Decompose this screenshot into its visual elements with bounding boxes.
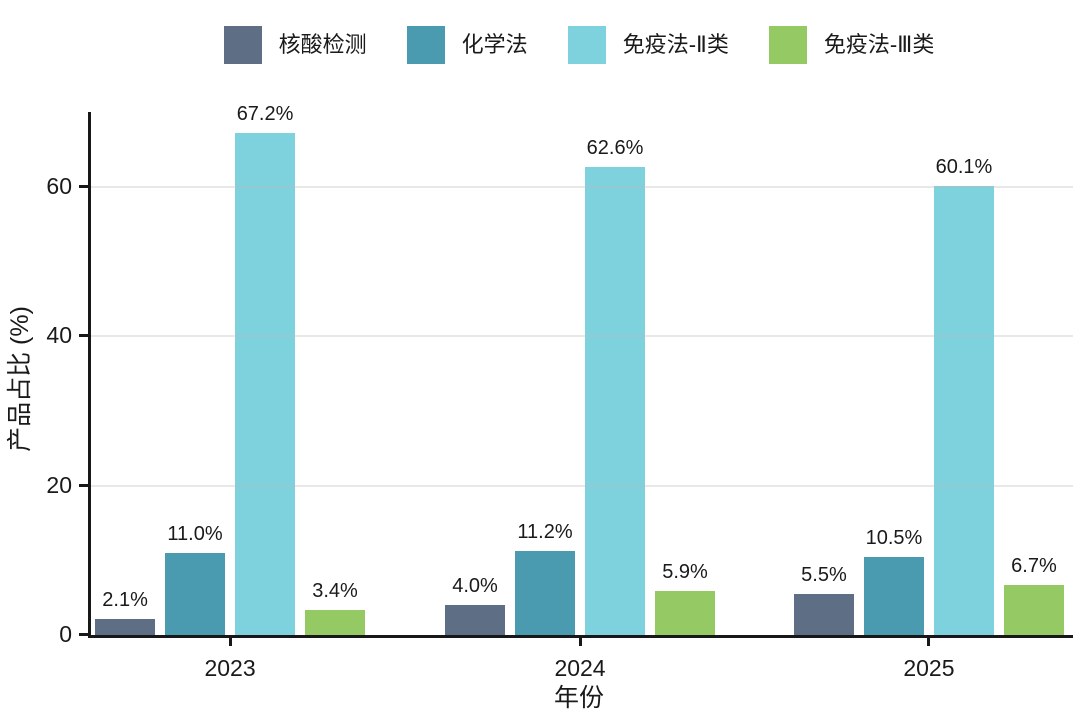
bar [1003, 584, 1064, 635]
bar-value-label: 6.7% [1011, 554, 1057, 577]
x-tick-label: 2023 [204, 655, 256, 681]
bar-value-label: 2.1% [102, 589, 148, 612]
bar [793, 593, 854, 635]
legend-swatch [223, 26, 262, 64]
y-tick-label: 0 [59, 621, 72, 647]
bar [95, 619, 156, 635]
bar [305, 609, 366, 635]
legend-swatch [406, 26, 445, 64]
gridline [91, 484, 1073, 487]
legend-item-label: 核酸检测 [278, 32, 367, 57]
legend-item: 免疫法-Ⅲ类 [768, 26, 935, 64]
legend-swatch [768, 26, 807, 64]
y-axis-title: 产品占比 (%) [6, 306, 34, 452]
y-tick [79, 633, 88, 636]
x-tick-label: 2025 [903, 655, 955, 681]
legend-item: 核酸检测 [223, 26, 367, 64]
bar-value-label: 4.0% [452, 575, 498, 598]
bar-value-label: 62.6% [586, 137, 644, 160]
bar-value-label: 67.2% [236, 102, 294, 125]
bar [585, 167, 646, 635]
y-tick-label: 40 [46, 322, 72, 349]
x-axis-title: 年份 [553, 684, 604, 712]
x-tick [578, 638, 582, 646]
legend-item-label: 免疫法-Ⅱ类 [622, 32, 729, 57]
legend: 核酸检测 化学法 免疫法-Ⅱ类 免疫法-Ⅲ类 [88, 22, 1070, 68]
y-tick [79, 334, 88, 338]
bar [863, 556, 924, 635]
legend-item: 化学法 [406, 26, 528, 64]
gridline [91, 185, 1073, 188]
bar [515, 551, 576, 635]
bar-value-label: 10.5% [865, 526, 923, 549]
x-tick [927, 638, 931, 646]
bar [165, 552, 226, 635]
plot-area: 0 20 40 60 2.1% 11.0% 67.2% 3.4% 2023 4.0% 11.2% 62… [46, 104, 1073, 680]
bar [235, 132, 296, 635]
bar-value-label: 11.0% [167, 522, 223, 545]
bar [445, 605, 506, 635]
bar-value-label: 60.1% [935, 155, 993, 178]
legend-swatch [567, 26, 606, 64]
legend-item-label: 化学法 [461, 32, 528, 57]
legend-item-label: 免疫法-Ⅲ类 [823, 32, 935, 57]
y-tick-label: 20 [46, 471, 72, 498]
x-tick [228, 638, 232, 646]
bar-value-label: 5.5% [801, 563, 847, 586]
y-tick-label: 60 [46, 172, 72, 199]
bar-value-label: 5.9% [662, 560, 708, 583]
y-tick [79, 184, 88, 188]
gridline [91, 335, 1073, 338]
bar [655, 590, 716, 635]
bar [933, 185, 994, 635]
bar-value-label: 3.4% [312, 579, 358, 602]
legend-item: 免疫法-Ⅱ类 [567, 26, 729, 64]
bar-value-label: 11.2% [517, 521, 573, 544]
x-tick-label: 2024 [554, 655, 606, 681]
y-tick [79, 483, 88, 487]
